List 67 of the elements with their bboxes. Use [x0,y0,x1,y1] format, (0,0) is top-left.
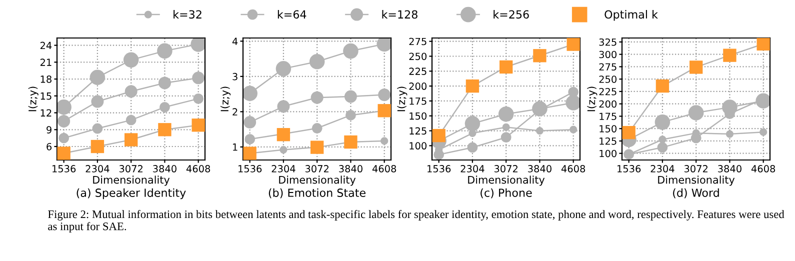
x-tick-label: 2304 [650,165,674,172]
x-tick-label: 3072 [305,165,328,172]
legend-label: Optimal k [604,10,658,21]
y-tick-label: 250 [409,52,426,60]
x-tick-label: 3072 [119,165,142,172]
x-tick-label: 1536 [428,165,451,172]
text: (c) Phone [480,188,532,198]
x-tick-label: 3840 [528,165,552,172]
x-tick-label: 3840 [718,165,742,172]
y-tick-label: 100 [600,150,616,158]
x-tick-label: 2304 [86,165,110,172]
y-tick-label: 200 [599,100,616,108]
y-tick-label: 9 [46,126,52,134]
legend-label: k=64 [278,10,306,19]
y-tick-label: 15 [40,92,52,100]
x-axis-title: Dimensionality [658,176,735,186]
y-tick-label: 2 [232,108,238,116]
y-tick-label: 150 [600,125,616,132]
x-tick-label: 3840 [153,165,176,172]
x-tick-label: 3072 [684,165,708,172]
y-tick-label: 225 [409,68,426,75]
text: (a) Speaker Identity [76,188,186,200]
y-axis-title: I(z;y) [397,86,408,112]
y-tick-label: 24 [40,42,52,49]
y-tick-label: 12 [40,109,52,116]
x-tick-label: 3072 [494,165,518,172]
y-axis-title: I(z;y) [28,86,38,112]
y-tick-label: 3 [232,72,238,80]
y-tick-label: 225 [599,88,616,96]
y-tick-label: 200 [409,82,426,90]
y-tick-label: 6 [46,142,52,150]
x-tick-label: 4608 [751,165,776,172]
x-tick-label: 2304 [272,165,296,172]
y-tick-label: 175 [600,112,616,120]
y-tick-label: 125 [600,137,616,145]
y-tick-label: 100 [410,142,426,150]
y-tick-label: 18 [40,76,52,83]
y-axis-title: I(z;y) [587,86,598,112]
x-tick-label: 3840 [339,165,362,172]
x-tick-label: 2304 [460,165,484,172]
y-tick-label: 4 [232,38,238,45]
x-axis-title: Dimensionality [468,176,545,186]
text: (b) Emotion State [268,188,366,198]
legend-label: k=256 [494,10,529,19]
y-tick-label: 1 [233,144,238,151]
y-axis-title: I(z;y) [220,86,231,112]
y-tick-label: 21 [40,58,52,66]
y-tick-label: 250 [599,76,616,83]
y-tick-label: 175 [410,98,426,105]
x-tick-label: 4608 [561,165,586,172]
y-tick-label: 150 [410,112,426,120]
x-tick-label: 1536 [238,165,262,172]
y-tick-label: 325 [599,38,616,46]
caption: Figure 2: Mutual information in bits between latents and task-specific labels for speaker identity, emotion state, phone and word, respectively. Features were used as input for SAE. [48,210,784,233]
legend-label: k=128 [382,10,418,19]
text: (d) Word [673,188,719,198]
x-axis-title: Dimensionality [93,176,170,186]
x-tick-label: 4608 [186,165,210,172]
y-tick-label: 125 [410,127,426,135]
x-tick-label: 1536 [618,165,641,172]
legend-label: k=32 [174,10,202,19]
x-tick-label: 4608 [372,165,396,172]
y-tick-label: 275 [599,63,616,71]
x-tick-label: 1536 [52,165,76,172]
y-tick-label: 275 [409,38,426,46]
y-tick-label: 300 [599,50,616,58]
x-axis-title: Dimensionality [279,176,356,186]
